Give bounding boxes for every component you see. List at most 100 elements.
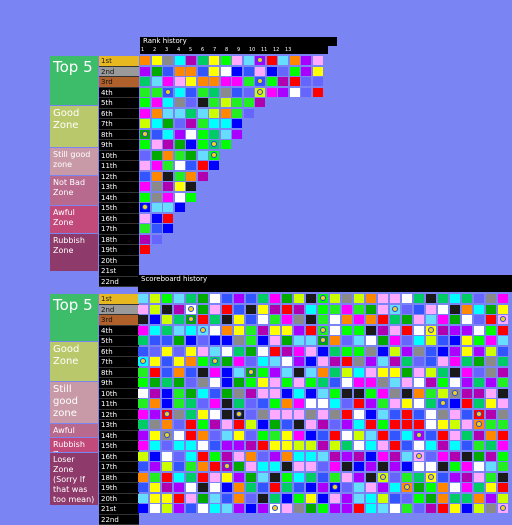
grid-cell [138,399,148,408]
grid-cell [474,315,484,324]
grid-cell [150,294,160,303]
grid-cell [210,326,220,335]
grid-cell [426,462,436,471]
column-header: 4 [176,46,188,54]
grid-cell [402,420,412,429]
grid-cell [186,161,196,170]
grid-cell [222,473,232,482]
grid-cell [198,119,208,128]
rank-label: 1st [99,294,139,305]
grid-cell [426,441,436,450]
grid-cell [354,483,364,492]
grid-cell [152,140,162,149]
grid-cell [221,119,231,128]
position-marker-icon [476,411,482,417]
scoreboard-history-column-headers [138,284,512,292]
grid-cell [498,326,508,335]
grid-cell [301,67,311,76]
grid-cell [138,305,148,314]
grid-cell [150,462,160,471]
grid-cell [462,473,472,482]
grid-cell [163,77,173,86]
rank-label: 4th [99,88,139,99]
grid-cell [366,483,376,492]
grid-cell [138,368,148,377]
grid-cell [140,67,150,76]
grid-cell [354,336,364,345]
grid-cell [150,483,160,492]
grid-cell [438,420,448,429]
rank-label: 9th [99,140,139,151]
grid-cell [222,420,232,429]
grid-cell [301,88,311,97]
grid-cell [232,56,242,65]
grid-cell [426,347,436,356]
grid-cell [234,473,244,482]
column-header: 9 [236,46,248,54]
grid-cell [474,368,484,377]
grid-cell [282,452,292,461]
grid-cell [342,473,352,482]
grid-cell [162,483,172,492]
position-marker-icon [224,463,230,469]
grid-cell [498,347,508,356]
grid-cell [246,389,256,398]
zone-label: Rubbish Zone [50,438,98,452]
grid-cell [366,462,376,471]
grid-cell [258,399,268,408]
grid-cell [486,336,496,345]
grid-cell [294,431,304,440]
grid-cell [354,389,364,398]
grid-cell [378,483,388,492]
grid-cell [221,77,231,86]
grid-cell [234,462,244,471]
grid-cell [330,452,340,461]
grid-cell [294,326,304,335]
grid-cell [378,357,388,366]
grid-cell [486,410,496,419]
grid-cell [313,77,323,86]
position-marker-icon [452,390,458,396]
grid-cell [221,140,231,149]
grid-cell [152,172,162,181]
grid-cell [258,410,268,419]
grid-cell [152,56,162,65]
grid-cell [258,347,268,356]
grid-cell [450,326,460,335]
grid-cell [162,294,172,303]
grid-cell [342,399,352,408]
column-header: 8 [224,46,236,54]
grid-cell [234,431,244,440]
grid-cell [186,88,196,97]
grid-cell [438,294,448,303]
position-marker-icon [188,306,194,312]
grid-cell [174,357,184,366]
grid-cell [140,235,150,244]
grid-cell [450,368,460,377]
grid-cell [150,378,160,387]
grid-cell [138,441,148,450]
grid-cell [390,315,400,324]
rank-label: 10th [99,151,139,162]
grid-cell [414,357,424,366]
grid-cell [186,326,196,335]
grid-cell [175,140,185,149]
grid-cell [210,452,220,461]
grid-cell [222,389,232,398]
position-marker-icon [200,327,206,333]
grid-cell [378,399,388,408]
rank-label: 15th [99,441,139,452]
grid-cell [294,452,304,461]
grid-cell [278,77,288,86]
grid-cell [198,357,208,366]
grid-cell [258,294,268,303]
grid-cell [426,294,436,303]
grid-cell [150,326,160,335]
grid-cell [138,378,148,387]
grid-cell [294,347,304,356]
grid-cell [402,441,412,450]
grid-cell [426,410,436,419]
grid-cell [402,305,412,314]
grid-cell [138,431,148,440]
grid-cell [222,494,232,503]
